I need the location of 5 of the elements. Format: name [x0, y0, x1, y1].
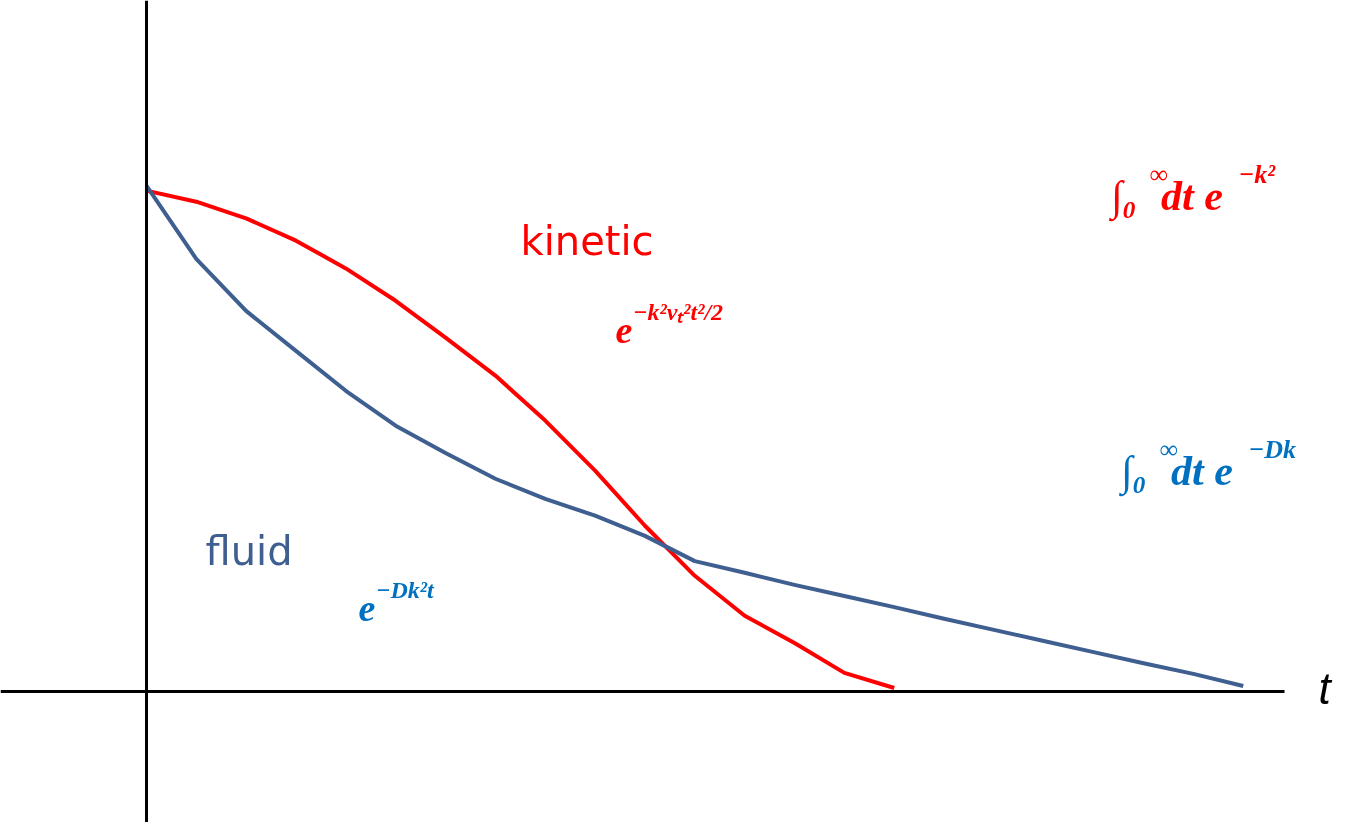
annotation: ∫₀∞dt e−Dk [1118, 435, 1296, 497]
x-axis-title: t [1318, 663, 1333, 713]
annotation: ∫₀∞dt e−k² [1108, 160, 1277, 222]
text: kinetic [520, 217, 654, 264]
text: fluid [205, 527, 293, 574]
